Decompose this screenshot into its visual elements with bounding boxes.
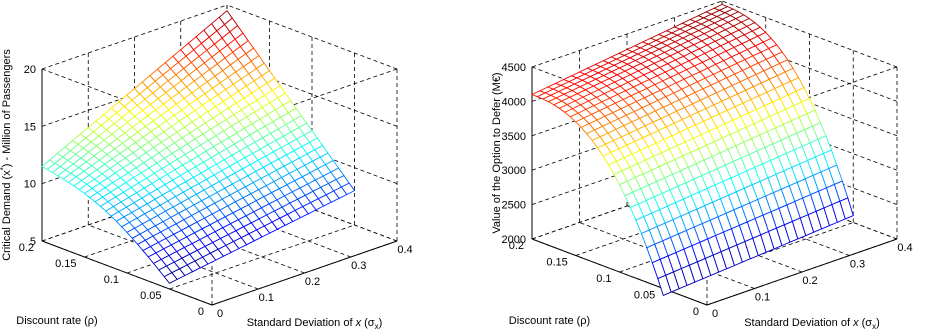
box-edge (41, 68, 213, 134)
x-tick-label: 0 (712, 308, 718, 320)
y-tick-label: 0.1 (104, 274, 119, 286)
surface-cell (839, 197, 854, 220)
x-tick-label: 0.2 (802, 275, 817, 287)
x-tick-label: 0.3 (351, 260, 366, 272)
chart-critical-demand: 0 0.1 0.2 0.3 0.4 0 0.05 0.1 0.15 0.2 5 10 15 20 Stand… (0, 4, 413, 331)
side-wall-grid-line (226, 119, 398, 185)
z-axis-label: Value of the Option to Defer (M€) (491, 72, 503, 233)
tick-labels: 00.10.20.30.400.050.10.150.2200025003000… (502, 62, 913, 320)
y-axis-line (41, 240, 213, 306)
z-tick-label: 15 (24, 121, 36, 133)
side-wall-grid-line (226, 176, 398, 242)
z-tick-label: 3000 (502, 165, 526, 177)
floor-grid-line (134, 208, 305, 274)
floor-grid-line (169, 224, 355, 290)
z-tick-label: 20 (24, 64, 36, 76)
y-tick-label: 0.2 (19, 242, 34, 254)
x-axis-label: Standard Deviation of x (σx) (744, 317, 880, 331)
z-tick-label: 5 (30, 236, 36, 248)
y-tick-label: 0.15 (546, 257, 567, 269)
y-tick-label: 0 (693, 306, 699, 318)
y-axis-label: Discount rate (ρ) (16, 315, 97, 327)
x-tick-label: 0.4 (897, 242, 912, 254)
z-axis-label: Critical Demand (x*) - Million of Passen… (0, 49, 13, 261)
x-tick-label: 0.2 (305, 276, 320, 288)
y-tick-label: 0 (198, 306, 204, 318)
axis-lines (41, 69, 398, 306)
z-tick-label: 4500 (502, 62, 526, 74)
z-tick-label: 2000 (502, 234, 526, 246)
z-tick-label: 4000 (502, 96, 526, 108)
x-axis-line (211, 240, 398, 306)
x-tick-label: 0 (217, 308, 223, 320)
x-tick-label: 0.1 (755, 292, 770, 304)
y-tick-label: 0.15 (55, 258, 76, 270)
y-axis-line (531, 238, 708, 306)
x-axis-line (706, 238, 898, 306)
side-wall-grid-line (226, 61, 398, 127)
z-tick-label: 10 (24, 179, 36, 191)
z-tick-label: 2500 (502, 200, 526, 212)
y-tick-label: 0.05 (140, 290, 161, 302)
y-tick-label: 0.2 (509, 240, 524, 252)
surface-cell (340, 182, 356, 196)
z-tick-label: 3500 (502, 131, 526, 143)
side-wall-grid-line (226, 4, 398, 70)
y-tick-label: 0.05 (634, 290, 655, 302)
y-tick-label: 0.1 (596, 273, 611, 285)
surface-mesh (530, 3, 854, 297)
x-tick-label: 0.1 (259, 292, 274, 304)
x-axis-label: Standard Deviation of x (σx) (247, 317, 383, 331)
back-wall-grid-line (531, 0, 723, 68)
floor-grid-line (180, 192, 351, 258)
x-tick-label: 0.3 (850, 259, 865, 271)
chart-option-value-svg: 00.10.20.30.400.050.10.150.2200025003000… (491, 0, 913, 331)
y-axis-label: Discount rate (ρ) (509, 315, 590, 327)
axis-lines (531, 67, 898, 306)
chart-option-value: 0 0.1 0.2 0.3 0.4 0 0.05 0.1 0.15 0.2 2000 2500 3000… (470, 0, 940, 334)
back-wall-grid-line (41, 4, 228, 70)
chart-critical-demand-svg: 00.10.20.30.400.050.10.150.25101520Stand… (0, 4, 413, 331)
side-wall-grid-line (721, 0, 898, 68)
floor-grid-line (88, 224, 259, 290)
surface-mesh (41, 10, 356, 284)
x-tick-label: 0.4 (397, 244, 412, 256)
back-wall-grid-line (531, 172, 723, 240)
